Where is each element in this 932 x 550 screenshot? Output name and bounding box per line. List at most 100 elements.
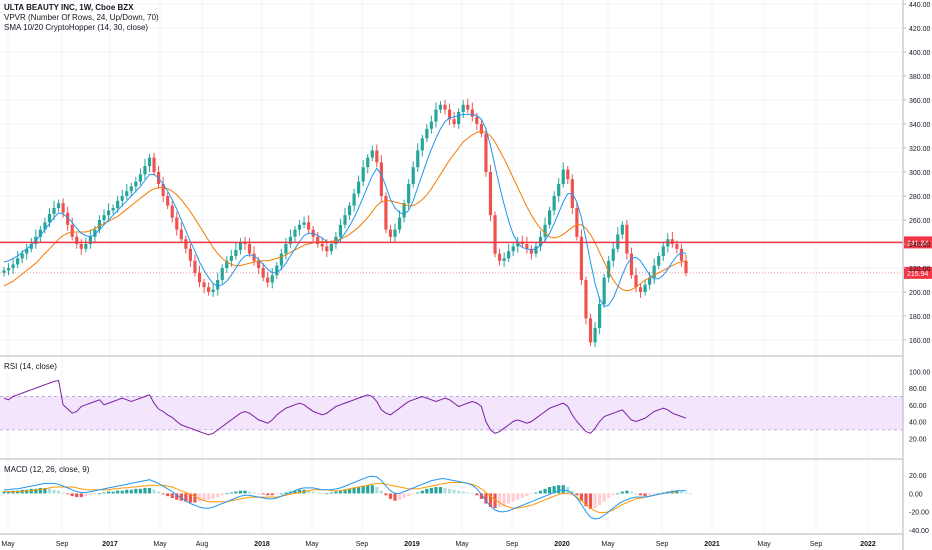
macd-histogram-bar [575,493,579,496]
candle-body [84,244,88,249]
last-price-badge [904,266,932,279]
symbol-title[interactable]: ULTA BEAUTY INC, 1W, Cboe BZX [4,3,134,12]
macd-histogram-bar [34,488,38,494]
line-price-badge [904,236,932,249]
candle-body [134,181,138,187]
macd-histogram-bar [266,493,270,496]
candle-body [161,184,165,196]
candle-body [593,328,597,343]
macd-histogram-bar [352,487,356,494]
macd-histogram-bar [620,491,624,494]
macd-histogram-bar [343,489,347,494]
candle-body [288,236,293,244]
price-tick-label: 260.00 [909,218,931,225]
candle-body [552,196,556,211]
macd-histogram-bar [211,493,215,499]
macd-histogram-bar [602,493,606,502]
candle-body [211,289,215,292]
candle-body [97,220,102,230]
macd-histogram-bar [470,493,474,495]
macd-histogram-bar [534,492,538,494]
candle-body [425,128,429,139]
candle-body [638,287,643,292]
macd-histogram-bar [548,487,552,494]
price-tick-label: 400.00 [909,50,931,57]
gridlines [0,0,903,534]
macd-histogram-bar [234,491,238,494]
candle-body [584,280,588,319]
rsi-tick-label: 40.00 [909,420,927,427]
macd-histogram-bar [593,493,597,509]
rsi-band [0,396,903,430]
macd-label[interactable]: MACD (12, 26, close, 9) [4,465,90,474]
time-tick-label: May [601,541,615,548]
macd-histogram-bar [243,490,247,494]
time-tick-label: Sep [56,541,69,548]
candle-body [197,272,202,283]
macd-histogram-bar [170,493,174,498]
candle-body [207,287,211,292]
macd-histogram-bar [102,492,106,494]
time-tick-label: Aug [196,541,209,548]
price-tick-label: 240.00 [909,242,931,249]
macd-histogram-bar [484,493,488,504]
macd-histogram-bar [43,487,47,494]
time-tick-label: May [305,541,319,548]
candle-body [438,104,443,110]
price-tick-label: 320.00 [909,146,931,153]
candle-body [284,244,288,254]
rsi-label[interactable]: RSI (14, close) [4,362,57,371]
candle-body [366,157,370,168]
macd-histogram-bar [452,489,456,494]
macd-histogram-bar [188,493,193,503]
macd-histogram-bar [257,493,261,495]
macd-histogram-bar [361,486,365,494]
candle-body [497,253,502,261]
macd-histogram-bar [316,492,320,494]
macd-histogram-bar [56,490,61,494]
rsi-line [3,380,687,436]
candle-body [675,244,679,249]
macd-histogram-bar [429,487,433,494]
macd-histogram-bar [61,492,65,494]
macd-histogram-bar [166,493,170,497]
macd-tick-label: 20.00 [909,473,927,480]
macd-histogram-bar [175,493,179,500]
candle-body [279,253,283,266]
macd-histogram-bar [329,492,333,494]
macd-histogram-bar [638,493,643,496]
candle-body [447,109,452,120]
candle-body [143,166,147,175]
moving-averages [3,113,687,307]
candle-body [193,260,197,273]
macd-signal-line [4,482,677,514]
time-tick-label: 2018 [254,541,270,548]
macd-histogram-bar [393,493,397,501]
candle-body [307,222,311,230]
candle-body [407,184,411,204]
candle-body [38,229,42,237]
candle-body [216,280,220,290]
candle-body [634,275,638,288]
candle-body [657,256,661,266]
candle-body [357,181,361,194]
candle-body [166,196,170,206]
vpvr-label[interactable]: VPVR (Number Of Rows, 24, Up/Down, 70) [4,13,159,22]
price-tick-label: 180.00 [909,314,931,321]
candle-body [548,210,552,225]
candle-body [679,248,684,261]
candle-body [352,193,356,206]
price-tick-label: 200.00 [909,290,931,297]
macd-panel [2,475,693,520]
candle-body [361,167,365,182]
sma-label[interactable]: SMA 10/20 CryptoHopper (14, 30, close) [4,23,149,32]
macd-histogram-bar [643,493,647,497]
macd-histogram-bar [129,489,133,494]
macd-tick-label: -40.00 [909,528,929,535]
candle-body [102,215,106,220]
macd-histogram-bar [247,491,252,494]
macd-histogram-bar [598,493,602,506]
macd-histogram-bar [684,492,688,494]
time-tick-label: Sep [656,541,669,548]
